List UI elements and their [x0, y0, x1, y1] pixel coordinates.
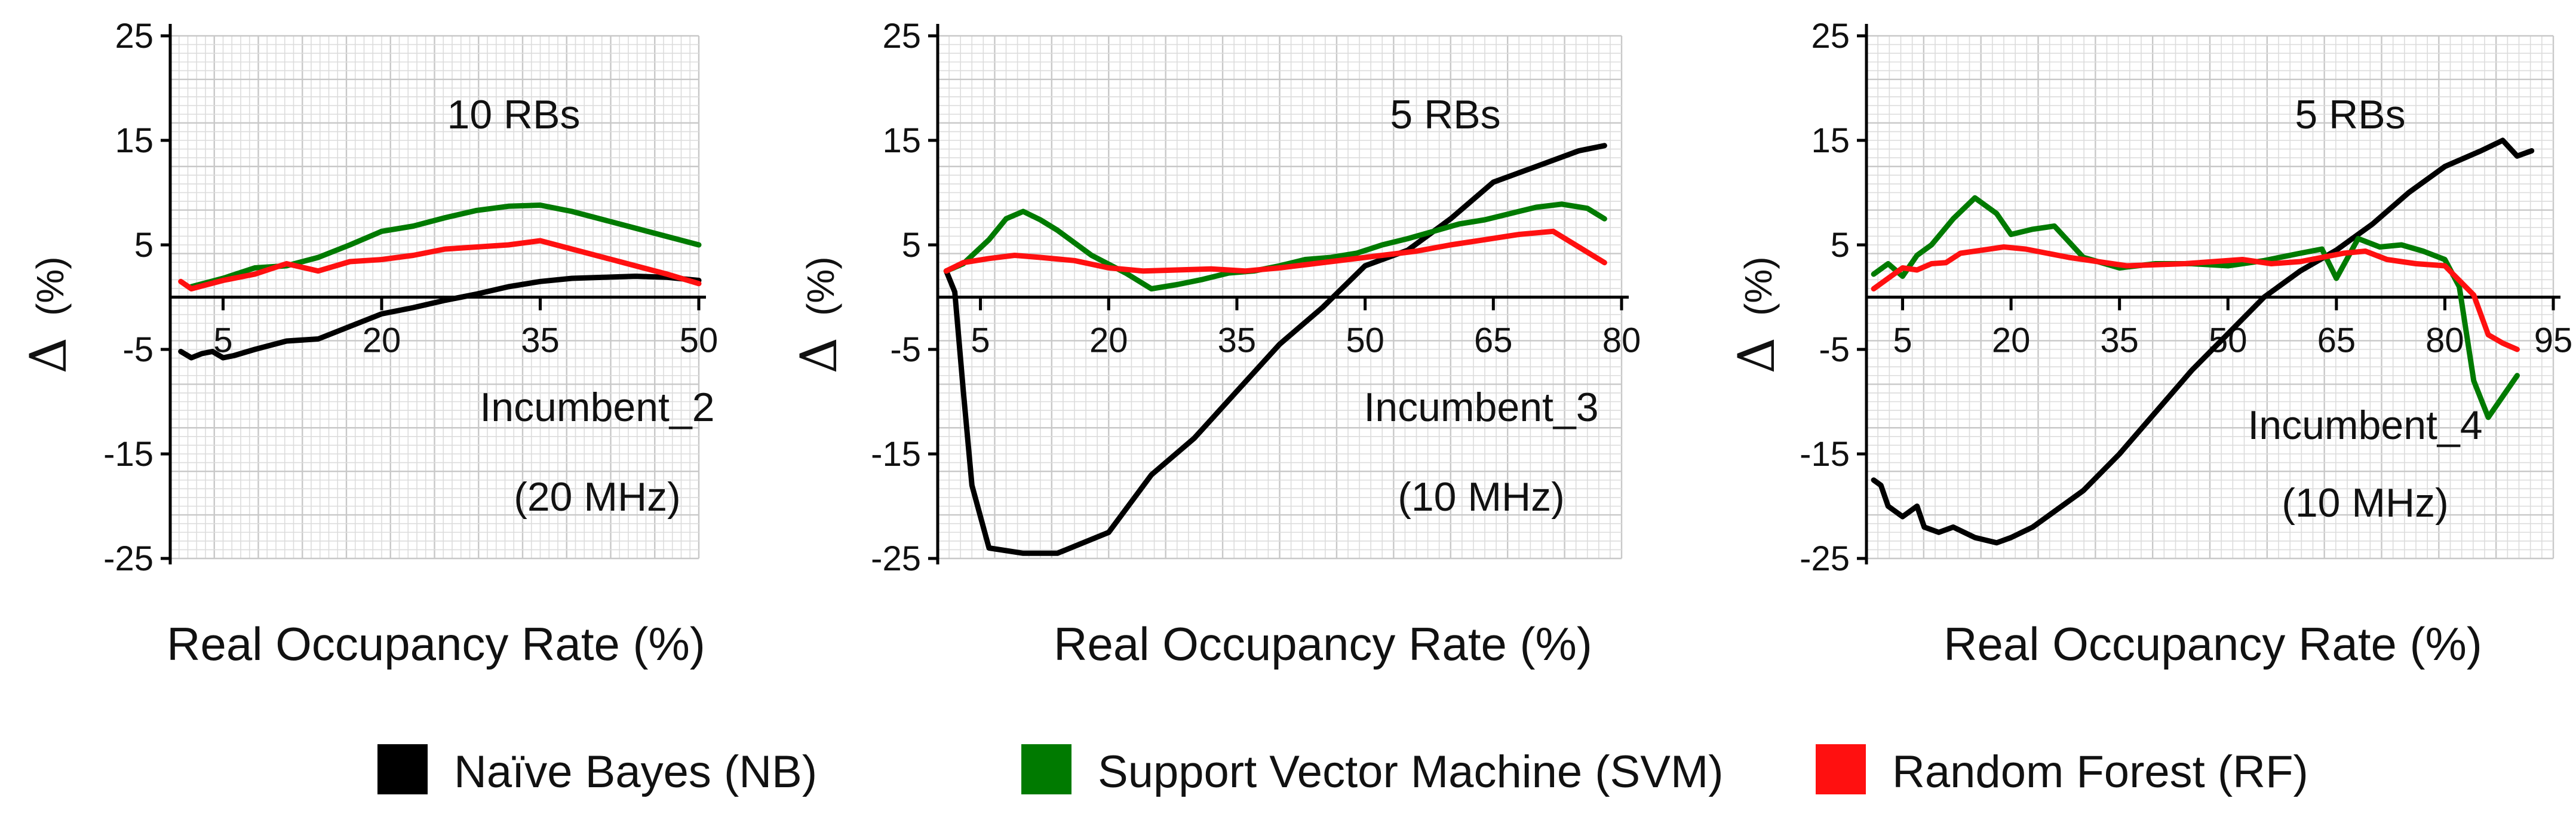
x-axis-label: Real Occupancy Rate (%)	[1054, 618, 1592, 670]
x-tick-label: 35	[521, 321, 560, 360]
y-axis-label-symbol: Δ	[19, 337, 78, 374]
x-tick-label: 20	[1992, 321, 2031, 360]
x-tick-label: 65	[2317, 321, 2356, 360]
legend-swatch-nb	[377, 744, 428, 794]
rb-label: 10 RBs	[447, 92, 581, 137]
y-tick-label: 25	[1811, 17, 1850, 56]
x-tick-label: 20	[363, 321, 401, 360]
y-tick-label: -25	[103, 539, 153, 578]
y-tick-label: 15	[115, 121, 153, 160]
y-tick-label: -15	[1800, 435, 1850, 474]
rb-label: 5 RBs	[2295, 92, 2405, 137]
y-axis-label-symbol: Δ	[1727, 337, 1786, 374]
series-line-svm	[1871, 195, 2520, 420]
x-tick-label: 65	[1474, 321, 1513, 360]
legend-label-nb: Naïve Bayes (NB)	[454, 747, 817, 797]
x-tick-label: 95	[2534, 321, 2573, 360]
incumbent-label: Incumbent_2	[480, 385, 714, 430]
y-axis-label: Δ (%)	[19, 256, 78, 373]
bandwidth-label: (20 MHz)	[514, 474, 681, 520]
y-tick-label: -5	[890, 330, 921, 369]
x-tick-label: 35	[1218, 321, 1257, 360]
bandwidth-label: (10 MHz)	[1398, 474, 1565, 520]
y-tick-label: -25	[871, 539, 921, 578]
series-line-nb	[1871, 137, 2535, 546]
x-tick-label: 50	[1346, 321, 1384, 360]
x-tick-label: 80	[2425, 321, 2464, 360]
y-tick-label: 15	[1811, 121, 1850, 160]
y-tick-label: 5	[134, 226, 153, 265]
series-line-rf	[178, 238, 702, 291]
x-tick-label: 80	[1602, 321, 1641, 360]
legend-swatch-svm	[1021, 744, 1071, 794]
chart-panel-2: 25 15 5 -5 -15 -25 5 20 35 50 65 80 5 RBs Incumbent_3…	[790, 17, 1641, 670]
y-axis-label: Δ (%)	[1727, 256, 1786, 373]
series-line-nb	[178, 274, 702, 361]
x-tick-label: 35	[2100, 321, 2139, 360]
y-tick-label: -5	[1819, 330, 1850, 369]
y-tick-label: 5	[902, 226, 921, 265]
y-tick-label: 25	[882, 17, 921, 56]
x-axis-label: Real Occupancy Rate (%)	[167, 618, 705, 670]
y-tick-label: -25	[1800, 539, 1850, 578]
x-tick-label: 5	[971, 321, 990, 360]
y-tick-label: -15	[871, 435, 921, 474]
series-line-rf	[1871, 244, 2520, 352]
bandwidth-label: (10 MHz)	[2282, 480, 2449, 526]
y-axis-label-unit: (%)	[29, 256, 72, 316]
incumbent-label: Incumbent_3	[1364, 385, 1598, 430]
y-tick-label: -5	[122, 330, 153, 369]
y-axis-label-unit: (%)	[1737, 256, 1780, 316]
x-axis-label: Real Occupancy Rate (%)	[1943, 618, 2482, 670]
legend: Naïve Bayes (NB) Support Vector Machine …	[377, 744, 2308, 797]
legend-swatch-rf	[1816, 744, 1866, 794]
y-tick-label: 25	[115, 17, 153, 56]
series-line-nb	[943, 143, 1607, 556]
rb-label: 5 RBs	[1390, 92, 1500, 137]
incumbent-label: Incumbent_4	[2248, 403, 2482, 448]
y-tick-label: -15	[103, 435, 153, 474]
series-line-rf	[943, 228, 1607, 274]
y-tick-label: 5	[1831, 226, 1850, 265]
x-tick-label: 20	[1089, 321, 1128, 360]
x-tick-label: 50	[680, 321, 719, 360]
legend-label-svm: Support Vector Machine (SVM)	[1098, 747, 1724, 797]
legend-label-rf: Random Forest (RF)	[1892, 747, 2308, 797]
y-axis-label-unit: (%)	[799, 256, 842, 316]
y-tick-label: 15	[882, 121, 921, 160]
x-tick-label: 5	[1893, 321, 1912, 360]
y-axis-label: Δ (%)	[790, 256, 848, 373]
y-axis-label-symbol: Δ	[790, 337, 848, 374]
x-tick-label: 50	[2209, 321, 2248, 360]
series-line-svm	[943, 201, 1607, 291]
chart-panel-3: 25 15 5 -5 -15 -25 5 20 35 50 65 80 95 5 RBs Incumbent…	[1727, 17, 2572, 670]
